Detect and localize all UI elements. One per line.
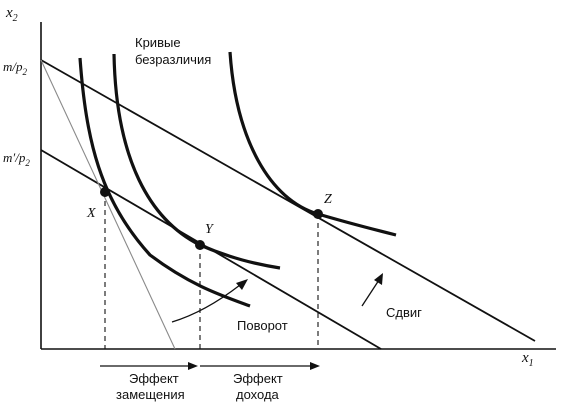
income-effect-label-line1: Эффект xyxy=(233,371,283,386)
shift-arrow xyxy=(361,279,380,307)
point-x-label: X xyxy=(86,206,96,221)
income-effect-label-line2: дохода xyxy=(236,387,280,402)
indifference-curves-label-line2: безразличия xyxy=(135,52,211,67)
shift-arrowhead-icon xyxy=(374,273,383,285)
budget-line-pivoted xyxy=(40,59,176,350)
indifference-curve-3 xyxy=(228,51,397,237)
pivot-arrow xyxy=(171,284,241,323)
substitution-arrowhead-icon xyxy=(188,362,198,370)
budget-line-original xyxy=(40,59,536,342)
x-axis-label: x1 xyxy=(521,350,534,369)
point-y-label: Y xyxy=(205,222,215,237)
indifference-curves-label-line1: Кривые xyxy=(135,35,181,50)
indifference-curve-2 xyxy=(112,53,281,270)
point-x-marker xyxy=(100,187,110,197)
point-z-label: Z xyxy=(324,192,332,207)
shift-label: Сдвиг xyxy=(386,305,422,320)
indifference-curve-1 xyxy=(78,57,251,308)
point-z-marker xyxy=(313,209,323,219)
intercept-m-label: m/p2 xyxy=(3,59,28,77)
substitution-effect-label-line2: замещения xyxy=(116,387,185,402)
substitution-effect-label-line1: Эффект xyxy=(129,371,179,386)
pivot-arrowhead-icon xyxy=(236,279,248,290)
intercept-mprime-label: m′/p2 xyxy=(3,150,30,168)
income-arrowhead-icon xyxy=(310,362,320,370)
y-axis-label: x2 xyxy=(5,5,18,24)
pivot-label: Поворот xyxy=(237,318,288,333)
point-y-marker xyxy=(195,240,205,250)
